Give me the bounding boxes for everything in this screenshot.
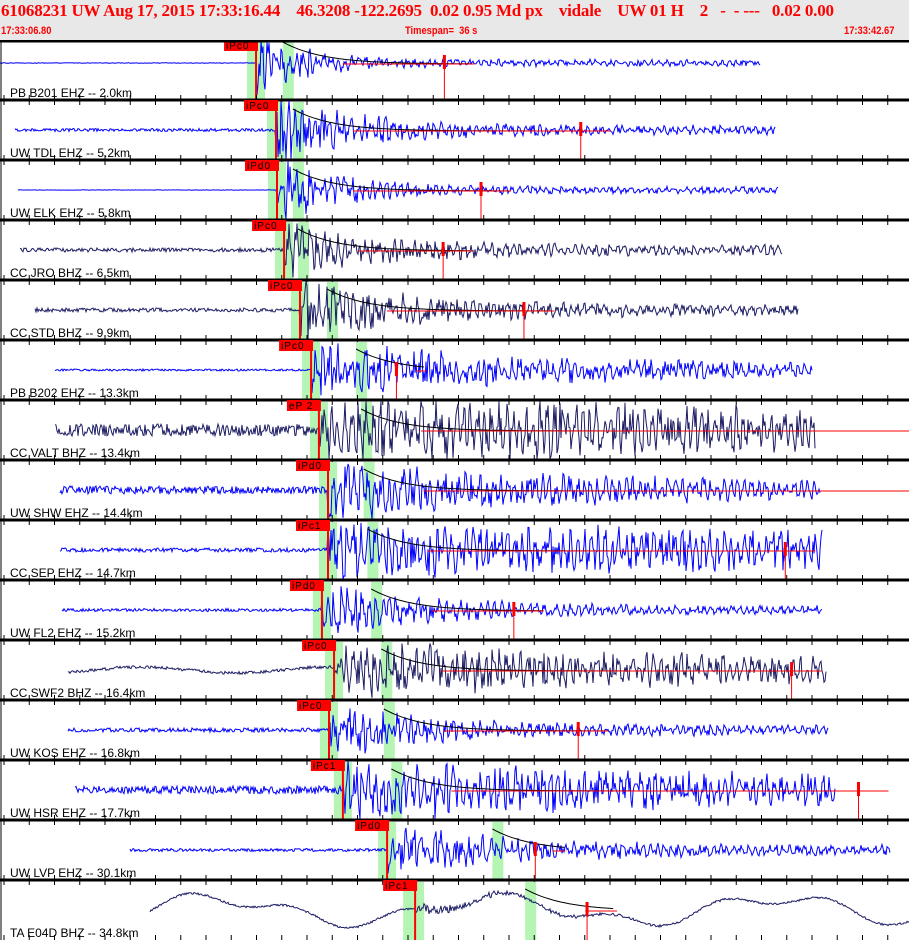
coda-end-marker[interactable] (441, 242, 445, 256)
waveform (34, 280, 799, 339)
p-pick-flag[interactable] (267, 280, 302, 291)
s-window (356, 342, 368, 400)
p-pick-label: iPd0 (298, 461, 322, 472)
p-pick-flag[interactable] (383, 880, 418, 891)
waveform (54, 400, 816, 460)
s-window (361, 402, 373, 460)
p-pick-flag[interactable] (279, 340, 314, 351)
p-pick-label: iPd0 (292, 581, 316, 592)
coda-end-marker[interactable] (790, 662, 794, 676)
coda-end-marker[interactable] (579, 122, 583, 136)
p-pick-flag[interactable] (297, 700, 332, 711)
seismogram-panel[interactable]: iPc0 PB B201 EHZ -- 2.0km iPc0 UW TDL EHZ -… (0, 40, 909, 940)
end-time: 17:33:42.67 (844, 25, 895, 37)
station-label: CC VALT BHZ -- 13.4km (10, 446, 140, 460)
station-label: UW FL2 EHZ -- 15.2km (10, 626, 135, 640)
timespan: Timespan= 36 s (405, 25, 478, 37)
window (403, 882, 415, 940)
waveform (67, 643, 827, 698)
p-pick-label: eP 2 (289, 401, 313, 412)
s-window (391, 762, 403, 820)
coda-end-marker[interactable] (522, 302, 526, 316)
p-pick-flag[interactable] (310, 760, 345, 771)
coda-fit-curve (524, 888, 614, 910)
coda-end-marker[interactable] (783, 542, 787, 556)
station-label: UW ELK EHZ -- 5.8km (10, 206, 131, 220)
p-pick-label: iPc0 (281, 341, 304, 352)
p-pick-flag[interactable] (224, 40, 259, 51)
coda-end-marker[interactable] (479, 182, 483, 196)
station-label: UW TDL EHZ -- 5.2km (10, 146, 130, 160)
coda-end-marker[interactable] (394, 362, 398, 376)
p-pick-label: iPc0 (254, 221, 277, 232)
p-pick-label: iPc0 (299, 701, 322, 712)
event-header: 61068231 UW Aug 17, 2015 17:33:16.44 46.… (0, 0, 909, 40)
coda-fit-curve (381, 648, 822, 672)
p-pick-label: iPd0 (357, 821, 381, 832)
p-pick-flag[interactable] (243, 100, 278, 111)
p-pick-label: iPc1 (385, 881, 408, 892)
p-pick-flag[interactable] (244, 160, 279, 171)
s-window (383, 702, 395, 760)
coda-end-marker[interactable] (857, 782, 860, 796)
station-label: PB B201 EHZ -- 2.0km (10, 86, 132, 100)
p-pick-label: iPc0 (270, 281, 293, 292)
station-label: UW HSR EHZ -- 17.7km (10, 806, 140, 820)
waveform (19, 223, 783, 278)
waveform (129, 827, 891, 874)
waveform (0, 40, 761, 95)
station-label: UW KOS EHZ -- 16.8km (10, 746, 140, 760)
p-pick-flag[interactable] (295, 460, 330, 471)
station-label: TA E04D BHZ -- 34.8km (10, 926, 138, 940)
p-pick-flag[interactable] (252, 220, 287, 231)
waveform (14, 100, 776, 160)
s-window (282, 42, 294, 100)
station-label: UW SHW EHZ -- 14.4km (10, 506, 143, 520)
station-label: CC SWF2 BHZ -- 16.4km (10, 686, 145, 700)
coda-end-marker[interactable] (533, 842, 537, 856)
coda-fit-curve (355, 348, 425, 368)
coda-end-marker[interactable] (512, 602, 516, 616)
p-pick-flag[interactable] (286, 400, 321, 411)
coda-end-marker[interactable] (442, 55, 446, 69)
p-pick-flag[interactable] (295, 520, 330, 531)
p-pick-label: iPd0 (247, 161, 271, 172)
waveform (149, 889, 909, 929)
station-label: PB B202 EHZ -- 13.3km (10, 386, 139, 400)
s-window (371, 582, 383, 640)
waveform (74, 760, 836, 820)
waveform (61, 586, 823, 634)
start-time: 17:33:06.80 (1, 25, 52, 37)
station-label: CC STD BHZ -- 9.9km (10, 326, 129, 340)
coda-fit-curve (492, 828, 565, 848)
waveform (17, 160, 779, 220)
station-label: CC JRO BHZ -- 6.5km (10, 266, 129, 280)
p-pick-flag[interactable] (302, 640, 337, 651)
p-pick-flag[interactable] (289, 580, 324, 591)
coda-end-marker[interactable] (585, 902, 589, 916)
p-pick-label: iPc0 (304, 641, 327, 652)
p-pick-label: iPc1 (298, 521, 321, 532)
coda-fit-curve (297, 228, 470, 252)
waveform (54, 343, 813, 396)
p-pick-label: iPc0 (246, 101, 269, 112)
s-window (525, 882, 537, 940)
coda-end-marker[interactable] (576, 722, 580, 736)
waveform (59, 522, 823, 580)
p-pick-flag[interactable] (355, 820, 390, 831)
coda-fit-curve (383, 708, 608, 732)
waveform (67, 708, 829, 754)
p-pick-label: iPc0 (226, 41, 249, 52)
event-summary: 61068231 UW Aug 17, 2015 17:33:16.44 46.… (1, 1, 834, 20)
p-pick-label: iPc1 (313, 761, 336, 772)
station-label: CC SEP EHZ -- 14.7km (10, 566, 136, 580)
s-window (326, 282, 338, 340)
